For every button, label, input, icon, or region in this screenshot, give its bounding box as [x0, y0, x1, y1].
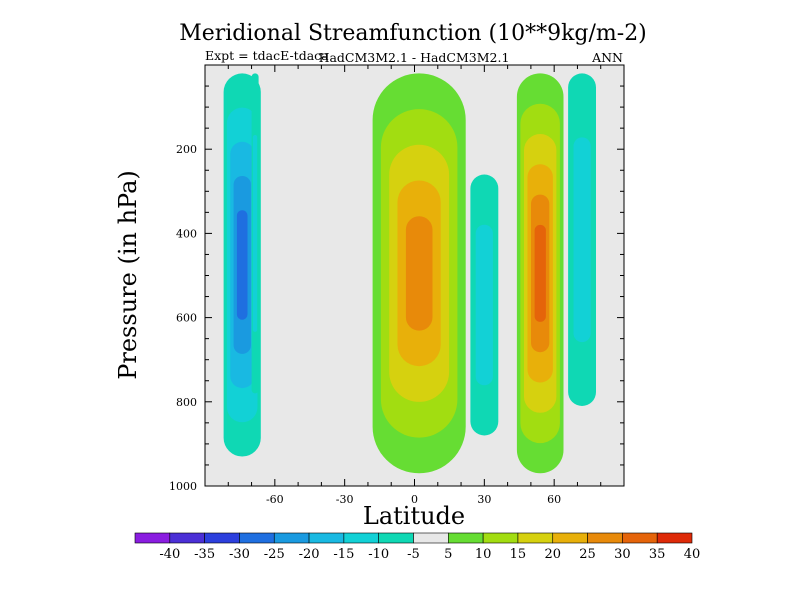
x-tick-label: 60	[547, 493, 561, 506]
y-tick-label: 800	[176, 396, 197, 409]
experiment-label: Expt = tdacE-tdaca	[205, 48, 329, 63]
x-axis: -60 -30 0 30 60	[204, 65, 625, 506]
colorbar-label: -25	[264, 547, 285, 562]
colorbar-label: -10	[368, 547, 389, 562]
chart-title: Meridional Streamfunction (10**9kg/m-2)	[179, 21, 647, 46]
southern-negative-cell-level-5	[236, 210, 248, 320]
colorbar-label: 15	[510, 547, 527, 562]
colorbar-swatch	[517, 532, 554, 544]
colorbar-swatch	[308, 532, 345, 544]
x-axis-label: Latitude	[363, 502, 465, 530]
colorbar-swatch	[378, 532, 414, 544]
y-tick-label: 1000	[169, 480, 197, 493]
tropical-positive-cell-level-5	[405, 216, 433, 331]
colorbar-label: 10	[475, 547, 492, 562]
colorbar-swatch	[239, 532, 275, 544]
colorbar-label: 5	[444, 547, 452, 562]
y-axis-label: Pressure (in hPa)	[114, 170, 142, 380]
x-tick-label: -30	[336, 493, 354, 506]
colorbar-label: 25	[579, 547, 596, 562]
colorbar-label: -5	[407, 547, 420, 562]
northern-positive-cell-50N-level-6	[534, 224, 546, 322]
y-tick-label: 600	[176, 312, 197, 325]
colorbar-swatch	[656, 532, 693, 544]
colorbar-swatch	[482, 532, 519, 544]
colorbar-label: -35	[194, 547, 215, 562]
colorbar-swatch	[552, 532, 588, 544]
colorbar-label: 30	[614, 547, 631, 562]
y-tick-label: 400	[176, 227, 197, 240]
colorbar-label: -40	[159, 547, 180, 562]
x-tick-label: -60	[266, 493, 284, 506]
model-comparison-label: HadCM3M2.1 - HadCM3M2.1	[319, 50, 510, 65]
y-axis: 200 400 600 800 1000	[169, 64, 624, 493]
colorbar-label: -20	[299, 547, 320, 562]
colorbar-swatch	[413, 532, 449, 544]
y-tick-label: 200	[176, 143, 197, 156]
colorbar-swatch	[448, 532, 484, 544]
colorbar-label: -15	[333, 547, 354, 562]
contour-fills	[223, 73, 596, 474]
northern-cell-30N-level-2	[475, 224, 493, 386]
colorbar-swatch	[204, 532, 240, 544]
colorbar-swatch	[169, 532, 205, 544]
colorbar-swatch	[134, 532, 171, 544]
colorbar-label: 35	[649, 547, 666, 562]
southern-narrow-cell-level-2	[252, 135, 258, 332]
x-tick-label: 30	[477, 493, 491, 506]
colorbar-swatch	[587, 532, 623, 544]
colorbar-label: -30	[229, 547, 250, 562]
colorbar: -40 -35 -30 -25 -20 -15 -10 -5 5 10 15 20 25 30 35 40	[134, 532, 701, 562]
colorbar-swatch	[273, 532, 310, 544]
season-label: ANN	[591, 50, 623, 65]
northern-negative-cell-70N-level-2	[573, 137, 591, 343]
colorbar-label: 40	[684, 547, 701, 562]
colorbar-swatch	[622, 532, 658, 544]
colorbar-swatch	[343, 532, 379, 544]
colorbar-label: 20	[544, 547, 561, 562]
x-tick-label: 0	[411, 493, 418, 506]
